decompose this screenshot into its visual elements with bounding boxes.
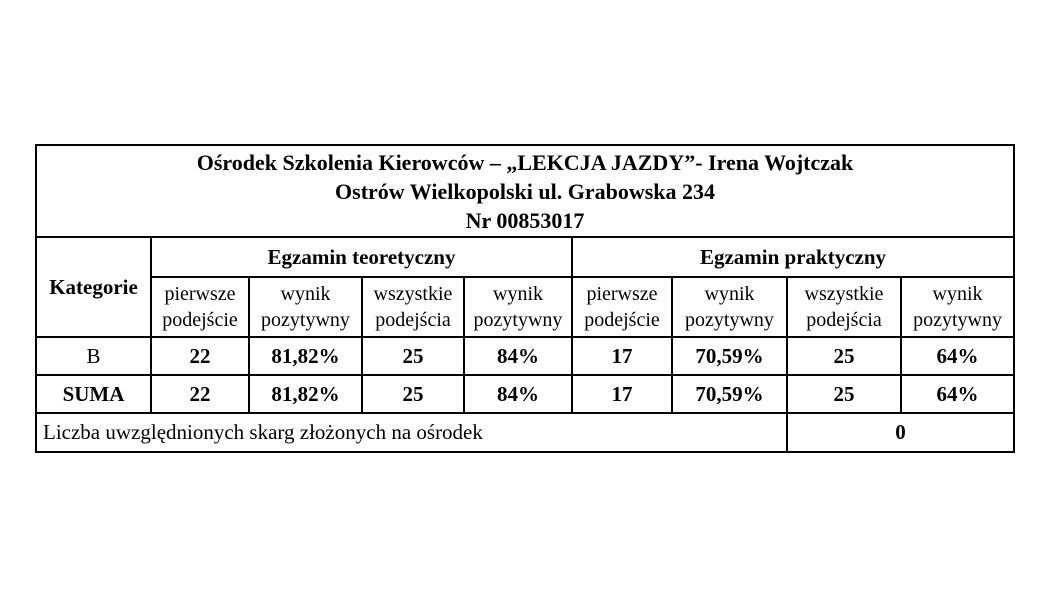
org-number: Nr 00853017 bbox=[465, 207, 585, 233]
column-header-egzamin-praktyczny: Egzamin praktyczny bbox=[570, 236, 1016, 278]
subheader-row: pierwsze podejście wynik pozytywny wszys… bbox=[36, 276, 1016, 338]
exam-results-table: Ośrodek Szkolenia Kierowców – „LEKCJA JA… bbox=[34, 144, 1016, 453]
subheader-teoria-pierwsze-podejscie: pierwsze podejście bbox=[150, 276, 250, 338]
subheader-praktyka-wszystkie-podejscia: wszystkie podejścia bbox=[786, 276, 902, 338]
cell-suma-praktyka-wszystkie: 25 bbox=[786, 374, 902, 414]
cell-suma-praktyka-pierwsze: 17 bbox=[571, 374, 673, 414]
cell-suma-teoria-wynik-1: 81,82% bbox=[248, 374, 363, 414]
column-header-egzamin-teoretyczny: Egzamin teoretyczny bbox=[150, 236, 573, 278]
category-label-suma: SUMA bbox=[35, 374, 152, 414]
subheader-teoria-wynik-pozytywny-1: wynik pozytywny bbox=[248, 276, 363, 338]
cell-suma-teoria-wszystkie: 25 bbox=[361, 374, 465, 414]
cell-b-praktyka-wszystkie: 25 bbox=[786, 336, 902, 376]
subheader-teoria-wynik-pozytywny-2: wynik pozytywny bbox=[463, 276, 573, 338]
complaints-value: 0 bbox=[785, 412, 1016, 453]
cell-b-teoria-wszystkie: 25 bbox=[361, 336, 465, 376]
cell-b-teoria-wynik-1: 81,82% bbox=[248, 336, 363, 376]
cell-suma-teoria-pierwsze: 22 bbox=[150, 374, 250, 414]
cell-suma-teoria-wynik-2: 84% bbox=[463, 374, 573, 414]
column-header-kategorie: Kategorie bbox=[35, 236, 152, 338]
cell-b-teoria-pierwsze: 22 bbox=[150, 336, 250, 376]
table-row-suma: SUMA 22 81,82% 25 84% 17 70,59% 25 64% bbox=[35, 374, 1016, 414]
subheader-teoria-wszystkie-podejscia: wszystkie podejścia bbox=[361, 276, 465, 338]
group-header-row: Kategorie Egzamin teoretyczny Egzamin pr… bbox=[35, 236, 1016, 338]
document-header: Ośrodek Szkolenia Kierowców – „LEKCJA JA… bbox=[34, 144, 1016, 238]
subheader-praktyka-wynik-pozytywny-2: wynik pozytywny bbox=[899, 276, 1016, 338]
cell-suma-praktyka-wynik-2: 64% bbox=[899, 374, 1016, 414]
header-row: Ośrodek Szkolenia Kierowców – „LEKCJA JA… bbox=[34, 144, 1016, 238]
org-name: Ośrodek Szkolenia Kierowców – „LEKCJA JA… bbox=[196, 149, 854, 175]
cell-b-praktyka-pierwsze: 17 bbox=[571, 336, 673, 376]
cell-suma-praktyka-wynik-1: 70,59% bbox=[671, 374, 788, 414]
subheader-praktyka-wynik-pozytywny-1: wynik pozytywny bbox=[671, 276, 788, 338]
cell-b-praktyka-wynik-1: 70,59% bbox=[671, 336, 788, 376]
org-address: Ostrów Wielkopolski ul. Grabowska 234 bbox=[335, 178, 715, 204]
subheader-praktyka-pierwsze-podejscie: pierwsze podejście bbox=[571, 276, 673, 338]
complaints-row: Liczba uwzględnionych skarg złożonych na… bbox=[35, 412, 1016, 453]
cell-b-teoria-wynik-2: 84% bbox=[463, 336, 573, 376]
table-row-b: B 22 81,82% 25 84% 17 70,59% 25 64% bbox=[35, 336, 1016, 376]
category-label-b: B bbox=[35, 336, 152, 376]
complaints-label: Liczba uwzględnionych skarg złożonych na… bbox=[35, 412, 788, 453]
cell-b-praktyka-wynik-2: 64% bbox=[899, 336, 1016, 376]
